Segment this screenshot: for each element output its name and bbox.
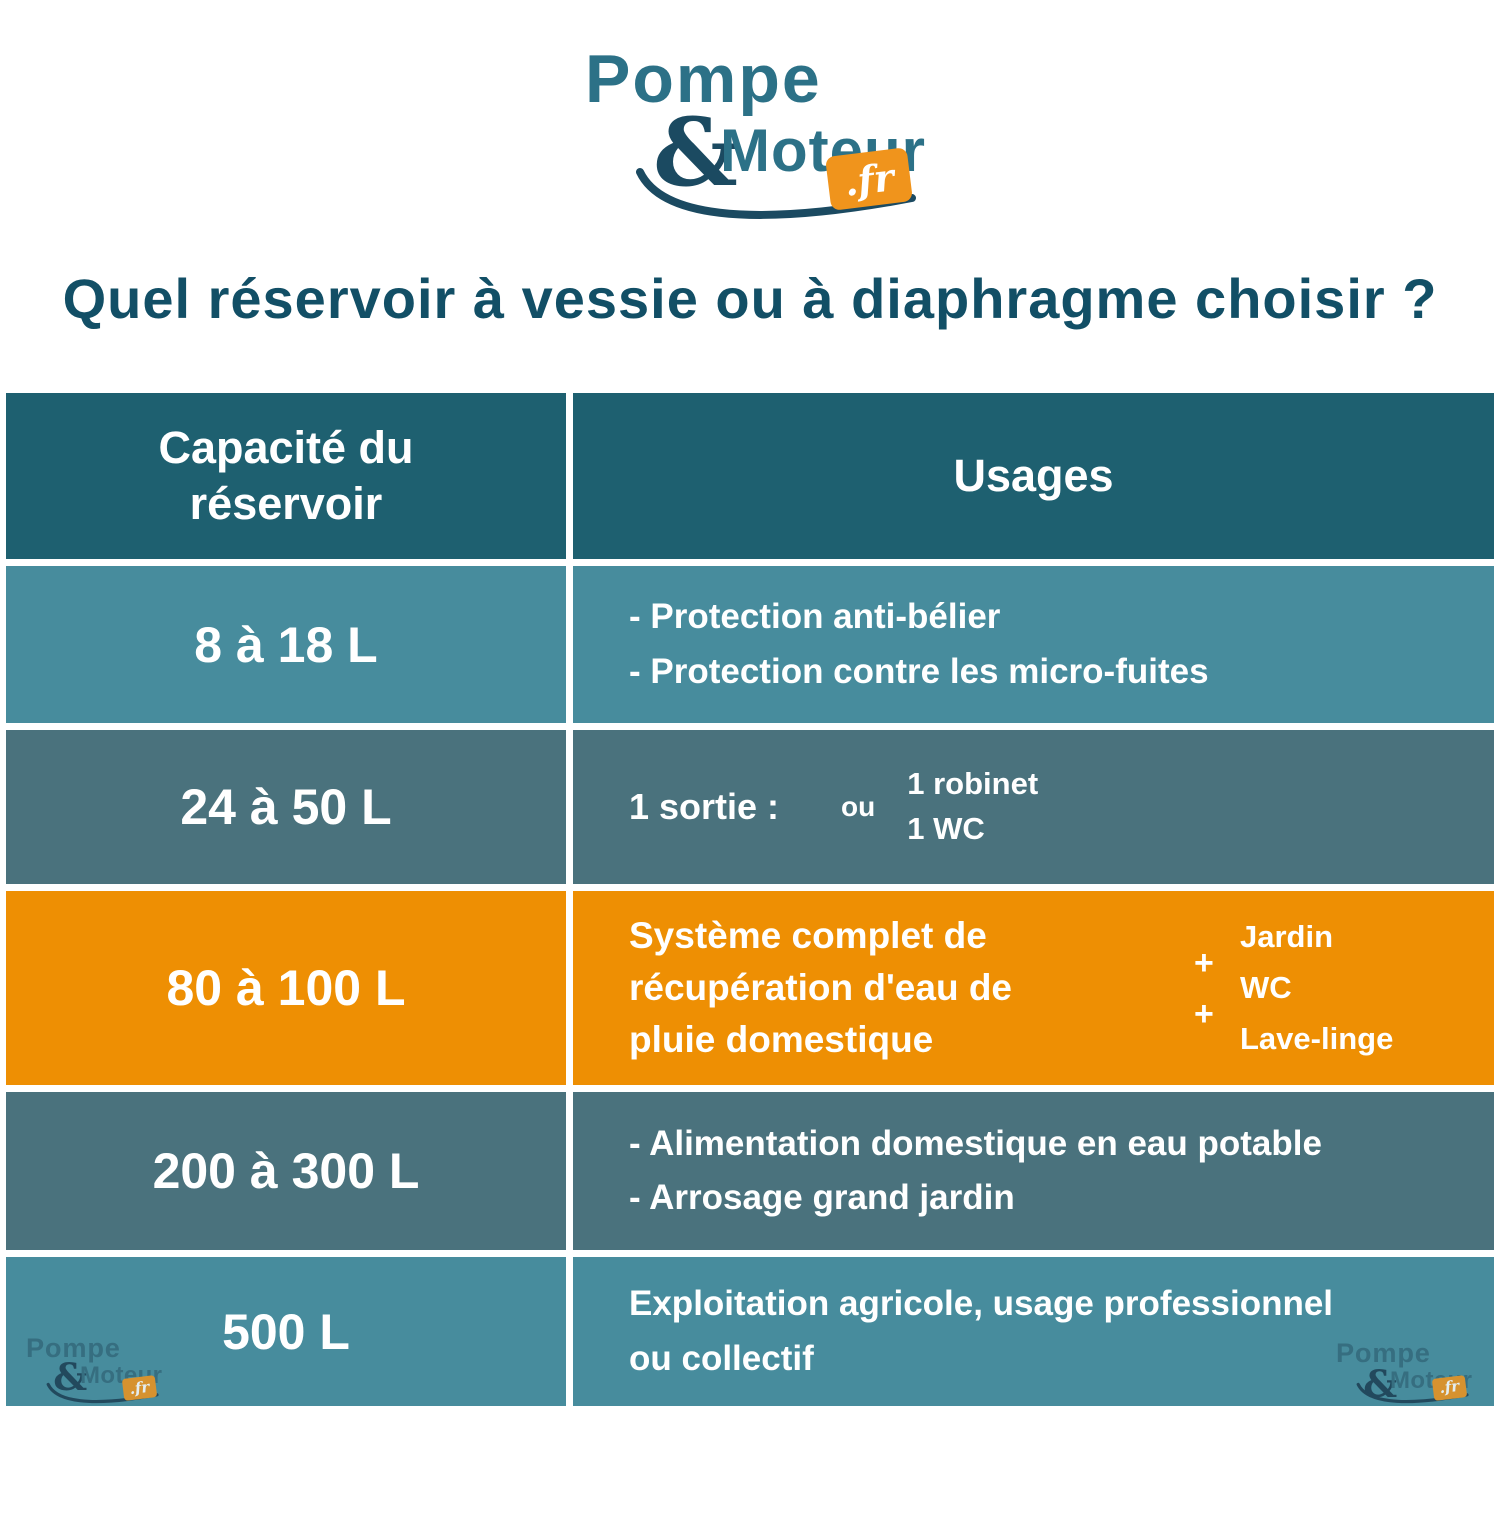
- usages-cell-8-18: - Protection anti-bélier - Protection co…: [573, 566, 1494, 723]
- usage-line: ou collectif: [629, 1338, 814, 1378]
- usage-line: - Alimentation domestique en eau potable: [629, 1123, 1322, 1163]
- desc-line: récupération d'eau de: [629, 967, 1013, 1009]
- header-usages-label: Usages: [953, 449, 1114, 501]
- capacity-label: 80 à 100 L: [166, 960, 406, 1016]
- plus-icon: +: [1194, 943, 1214, 982]
- capacity-cell-24-50: 24 à 50 L: [6, 730, 566, 884]
- watermark-logo: Pompe & Moteur .fr: [1326, 1332, 1478, 1406]
- logo-fr-badge: .fr: [121, 1374, 158, 1401]
- logo-fr-badge: .fr: [1431, 1374, 1468, 1401]
- usage-line: - Protection contre les micro-fuites: [629, 651, 1209, 691]
- page-title: Quel réservoir à vessie ou à diaphragme …: [62, 267, 1438, 330]
- capacity-label: 24 à 50 L: [180, 779, 392, 835]
- capacity-label: 500 L: [222, 1303, 350, 1360]
- logo-fr-badge: .fr: [825, 147, 913, 211]
- usages-cell-500: Exploitation agricole, usage professionn…: [573, 1257, 1494, 1406]
- header-capacity-line1: Capacité du: [158, 421, 414, 473]
- header-capacity-line2: réservoir: [189, 478, 383, 529]
- usage-line: - Protection anti-bélier: [629, 597, 1001, 637]
- sortie-label: 1 sortie :: [629, 786, 780, 828]
- logo-word-pompe: Pompe: [585, 41, 822, 117]
- logo-word-pompe: Pompe: [26, 1332, 121, 1363]
- watermark-logo: Pompe & Moteur .fr: [16, 1332, 168, 1404]
- extra-label: WC: [1240, 969, 1292, 1005]
- header-cell-usages: Usages: [573, 393, 1494, 559]
- desc-line: Système complet de: [629, 915, 987, 957]
- option-line: 1 WC: [907, 811, 985, 846]
- reservoir-table: Capacité du réservoir Usages 8 à 18 L - …: [6, 393, 1494, 1406]
- usages-cell-200-300: - Alimentation domestique en eau potable…: [573, 1092, 1494, 1250]
- logo-word-pompe: Pompe: [1336, 1337, 1431, 1368]
- capacity-cell-8-18: 8 à 18 L: [6, 566, 566, 723]
- capacity-cell-200-300: 200 à 300 L: [6, 1092, 566, 1250]
- usages-cell-80-100: Système complet de récupération d'eau de…: [573, 891, 1494, 1085]
- option-line: 1 robinet: [907, 766, 1039, 802]
- extra-label: Lave-linge: [1240, 1020, 1394, 1056]
- usage-line: Exploitation agricole, usage professionn…: [629, 1284, 1334, 1324]
- ou-label: ou: [841, 791, 876, 823]
- plus-icon: +: [1194, 994, 1214, 1033]
- usages-cell-24-50: 1 sortie : ou 1 robinet 1 WC: [573, 730, 1494, 884]
- usage-line: - Arrosage grand jardin: [629, 1178, 1015, 1217]
- extra-label: Jardin: [1240, 918, 1334, 954]
- capacity-cell-80-100: 80 à 100 L: [6, 891, 566, 1085]
- header-cell-capacity: Capacité du réservoir: [6, 393, 566, 559]
- desc-line: pluie domestique: [629, 1018, 934, 1060]
- logo-ampersand: &: [653, 98, 738, 208]
- capacity-cell-500: 500 L Pompe & Moteur .fr: [6, 1257, 566, 1406]
- capacity-label: 200 à 300 L: [152, 1143, 420, 1199]
- capacity-label: 8 à 18 L: [194, 616, 378, 673]
- logo-ampersand: &: [53, 1355, 88, 1400]
- brand-logo: Pompe & Moteur .fr: [560, 40, 940, 220]
